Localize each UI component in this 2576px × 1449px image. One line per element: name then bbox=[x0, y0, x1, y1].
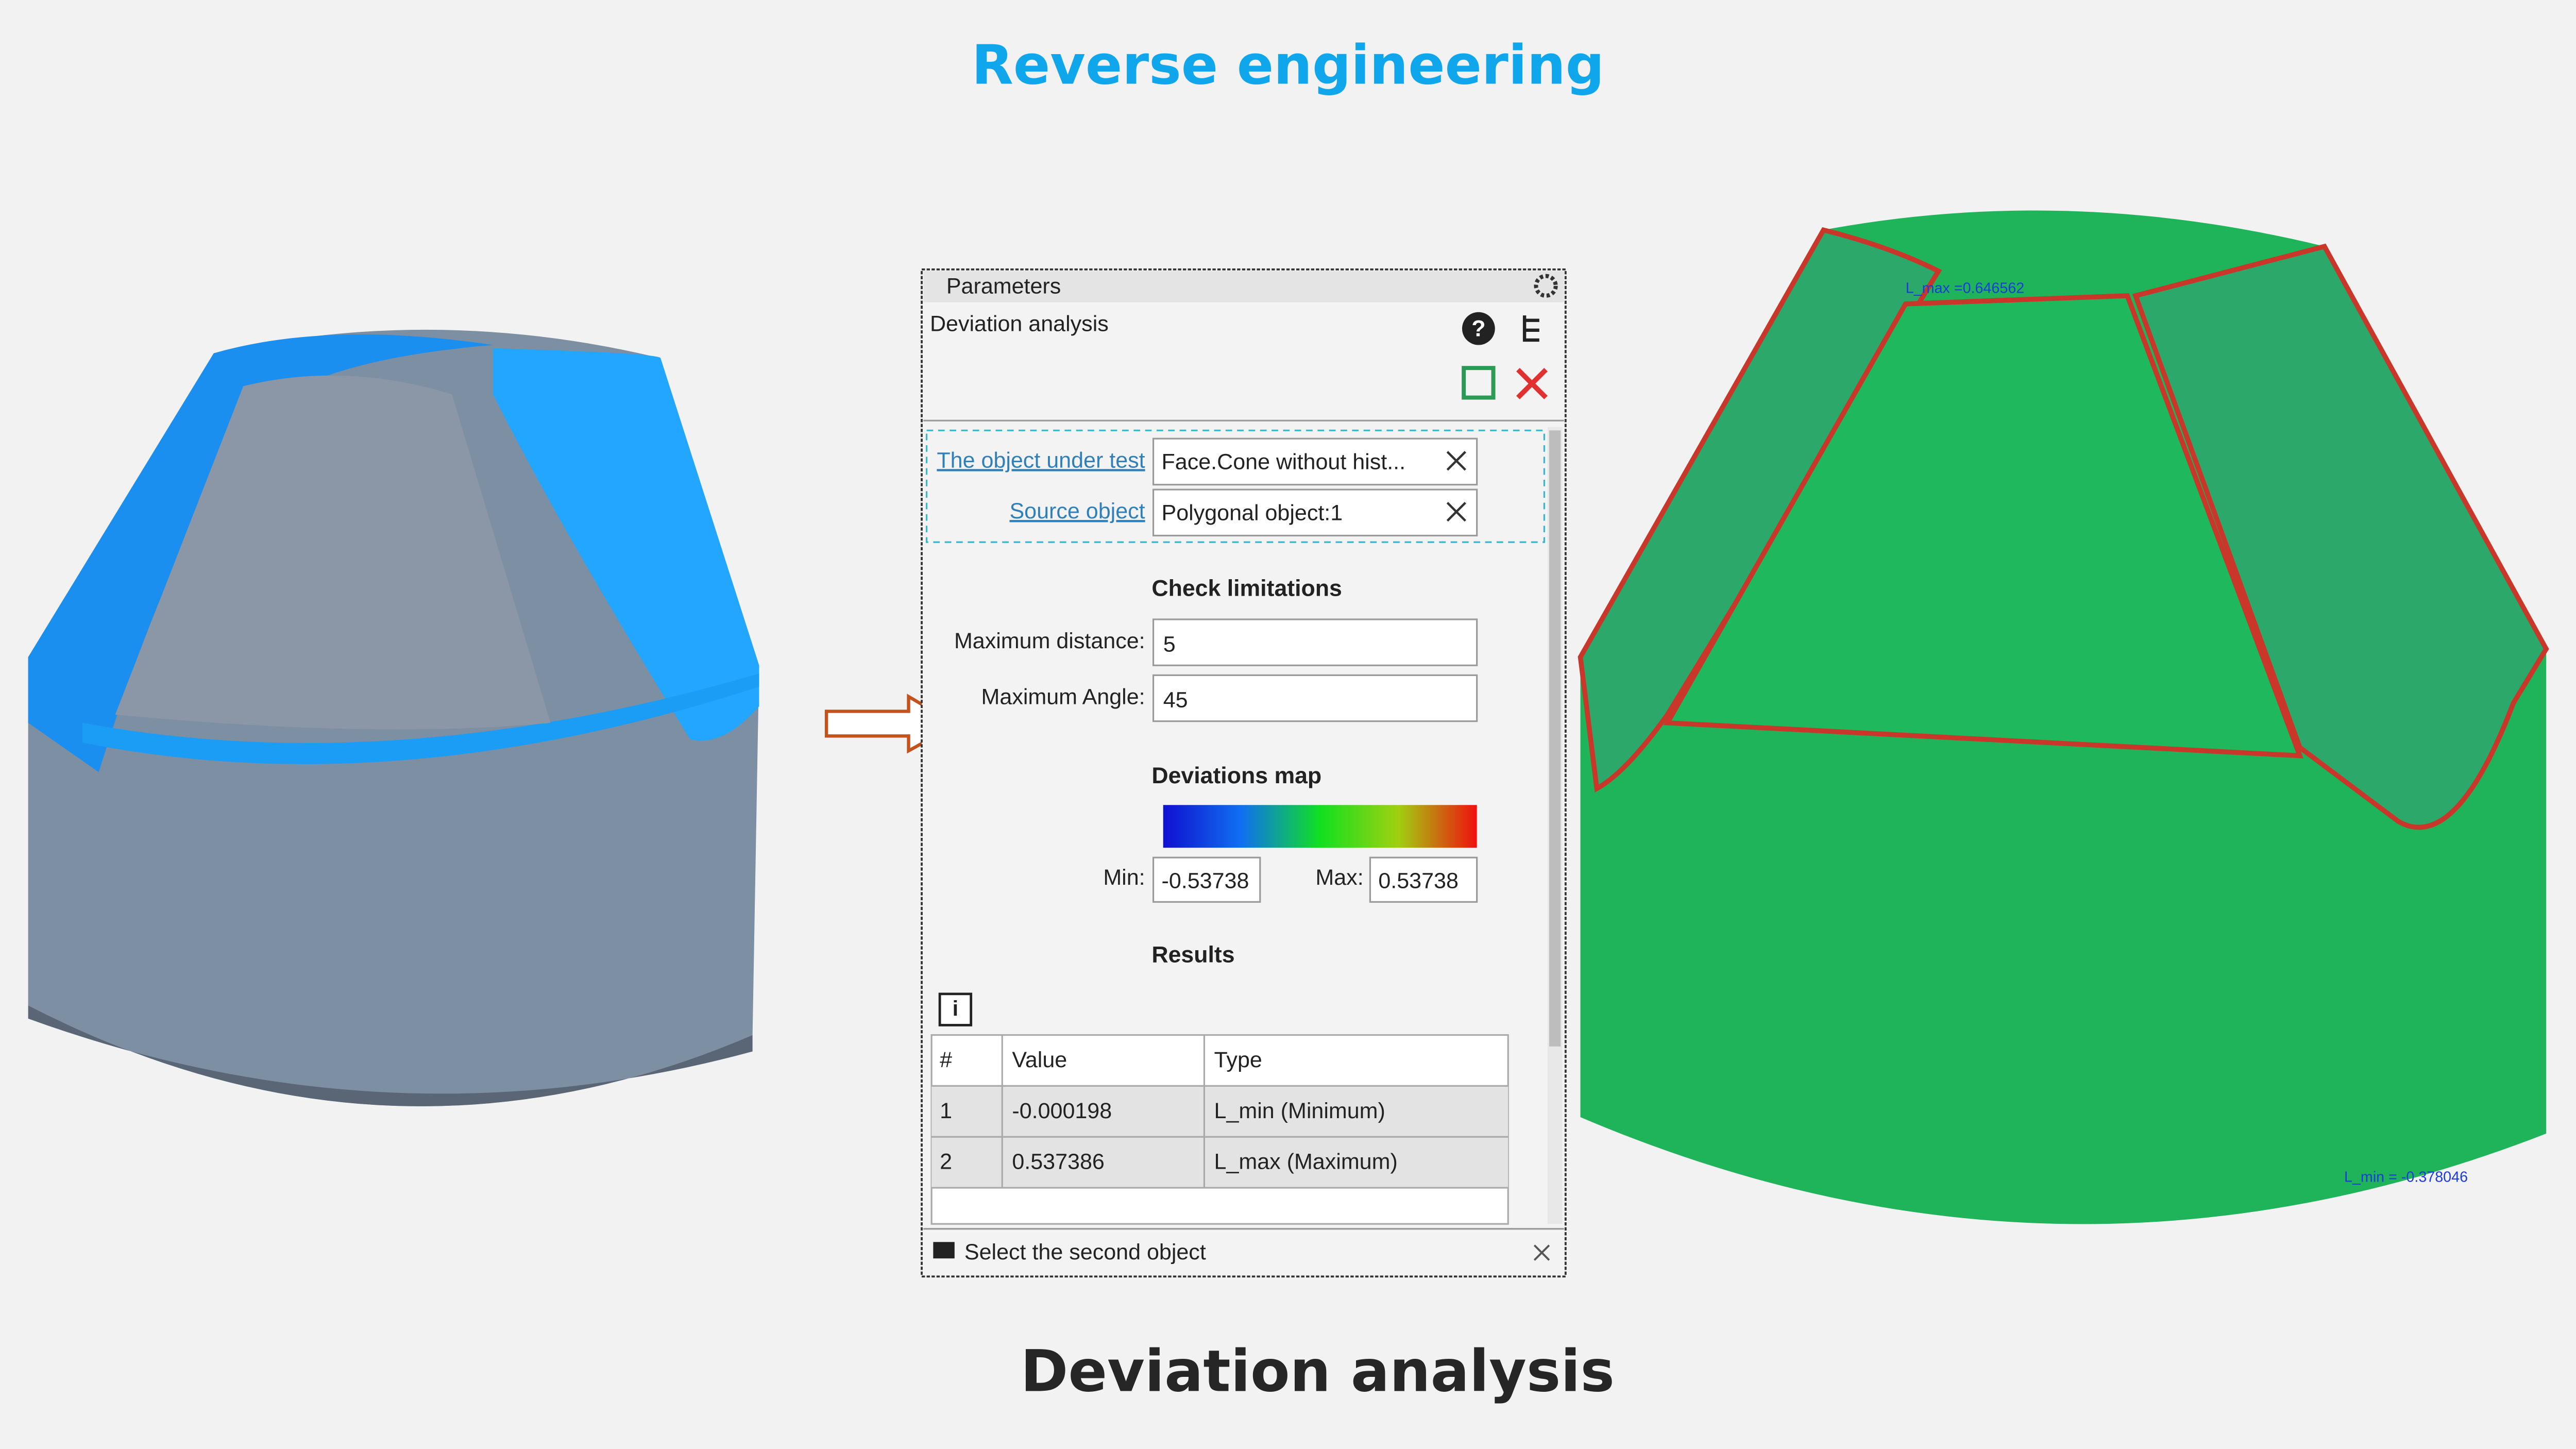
min-label: Min: bbox=[1103, 865, 1145, 890]
subtitle: Deviation analysis bbox=[1021, 1338, 1615, 1405]
deviation-model: L_max =0.646562 L_min = -0.378046 bbox=[1578, 210, 2549, 1224]
table-cell: L_min (Minimum) bbox=[1214, 1099, 1385, 1123]
table-cell: 2 bbox=[940, 1150, 952, 1174]
field-input[interactable] bbox=[1152, 488, 1478, 536]
model-face bbox=[1663, 293, 2303, 759]
selection-group bbox=[925, 429, 1545, 543]
field-input[interactable] bbox=[1152, 437, 1478, 486]
field-label[interactable]: The object under test bbox=[937, 448, 1145, 473]
section-title: Deviations map bbox=[1151, 763, 1321, 788]
field-value: Face.Cone without hist... bbox=[1162, 449, 1406, 474]
model-cutout bbox=[2132, 243, 2549, 830]
max-label: Max: bbox=[1315, 865, 1363, 890]
limit-value: 45 bbox=[1163, 688, 1188, 713]
color-scale bbox=[1163, 805, 1477, 848]
table-cell: # bbox=[940, 1048, 952, 1072]
table-cell: 1 bbox=[940, 1099, 952, 1123]
limit-input[interactable] bbox=[1152, 674, 1478, 722]
min-value: -0.53738 bbox=[1162, 868, 1249, 893]
table-cell: 0.537386 bbox=[1012, 1150, 1104, 1174]
min-input[interactable] bbox=[1152, 856, 1261, 903]
help-icon-glyph: ? bbox=[1471, 316, 1485, 342]
info-icon-glyph: i bbox=[953, 997, 959, 1021]
cancel-icon[interactable] bbox=[1516, 367, 1548, 399]
field-label[interactable]: Source object bbox=[1009, 499, 1145, 524]
model-cutout bbox=[1578, 227, 1942, 793]
mesh-rim bbox=[82, 673, 759, 764]
info-icon[interactable] bbox=[938, 992, 973, 1026]
section-title: Check limitations bbox=[1151, 576, 1342, 601]
panel-header bbox=[923, 271, 1564, 302]
status-close[interactable] bbox=[1533, 1244, 1550, 1261]
mesh-model bbox=[28, 329, 759, 1106]
table-cell: Value bbox=[1012, 1048, 1067, 1072]
table-cell: -0.000198 bbox=[1012, 1099, 1112, 1123]
table-cells: # Value Type 1 -0.000198 L_min (Minimum) 2 0.53… bbox=[940, 1048, 1398, 1174]
title: Reverse engineering bbox=[972, 33, 1604, 97]
mesh-face bbox=[115, 375, 551, 730]
clear-icon[interactable] bbox=[1446, 502, 1466, 522]
max-label: L_max =0.646562 bbox=[1906, 280, 2024, 297]
status-text: Select the second object bbox=[964, 1240, 1206, 1265]
field-value: Polygonal object:1 bbox=[1162, 500, 1343, 525]
limit-input[interactable] bbox=[1152, 618, 1478, 666]
table-cell: L_max (Maximum) bbox=[1214, 1150, 1398, 1174]
limit-label: Maximum Angle: bbox=[981, 684, 1145, 709]
mesh-cutout bbox=[28, 334, 493, 772]
limit-label: Maximum distance: bbox=[954, 629, 1145, 653]
scroll-thumb[interactable] bbox=[1549, 430, 1561, 1047]
max-input[interactable] bbox=[1369, 856, 1478, 903]
limit-value: 5 bbox=[1163, 632, 1176, 656]
table-grid bbox=[931, 1035, 1509, 1189]
save-icon[interactable] bbox=[1462, 366, 1496, 400]
min-label: L_min = -0.378046 bbox=[2344, 1169, 2468, 1186]
status-icon bbox=[933, 1242, 955, 1259]
settings-icon[interactable] bbox=[1534, 274, 1558, 298]
panel-header-text: Parameters bbox=[946, 274, 1061, 298]
help-icon[interactable] bbox=[1462, 312, 1495, 345]
clear-icon[interactable] bbox=[1446, 451, 1466, 471]
command-name: Deviation analysis bbox=[930, 312, 1109, 336]
tree-icon[interactable] bbox=[1522, 315, 1539, 342]
max-value: 0.53738 bbox=[1378, 868, 1459, 893]
mesh-cutout bbox=[493, 348, 759, 741]
section-title: Results bbox=[1151, 942, 1234, 967]
table-cell: Type bbox=[1214, 1048, 1262, 1072]
parameters-panel: Parameters Deviation analysis ? The obje… bbox=[921, 268, 1567, 1278]
